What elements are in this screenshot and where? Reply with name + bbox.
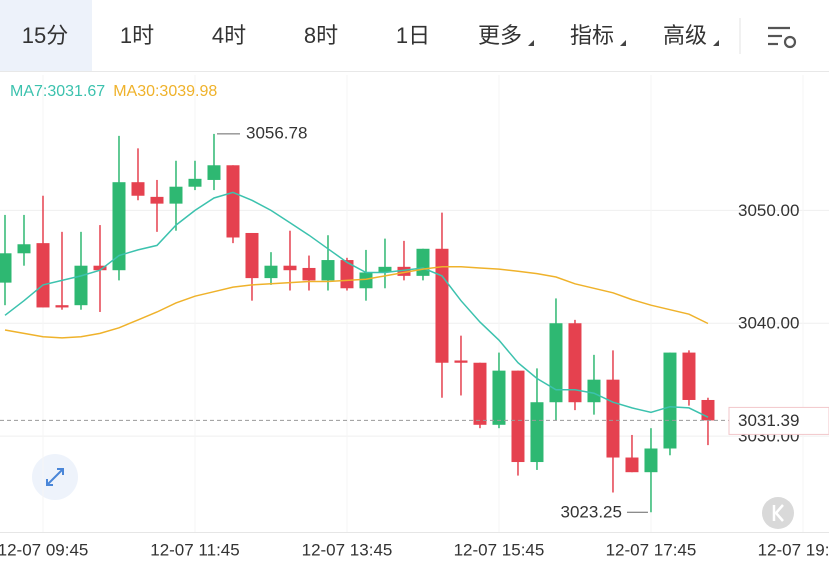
tab[interactable]: 更多 <box>478 23 522 48</box>
legend-entry: MA30:3039.98 <box>113 83 217 100</box>
candle-body <box>530 402 544 463</box>
candle-body <box>511 370 525 463</box>
y-tick-label: 3050.00 <box>738 201 799 220</box>
expand-icon <box>46 468 64 486</box>
selected-tab-bg <box>0 0 92 71</box>
candle-body <box>0 253 12 283</box>
tab[interactable]: 8时 <box>304 23 338 48</box>
candle-body <box>321 260 335 281</box>
candle-body <box>93 265 107 271</box>
candle-body <box>112 182 126 271</box>
candle-body <box>473 362 487 425</box>
x-tick-label: 12-07 11:45 <box>150 540 239 559</box>
min-label: 3023.25 <box>561 503 622 522</box>
legend-entry: MA7:3031.67 <box>10 83 105 100</box>
tab[interactable]: 4时 <box>212 23 246 48</box>
candle-body <box>55 305 69 308</box>
dropdown-arrow <box>620 40 626 46</box>
candle-body <box>397 266 411 276</box>
candle-body <box>682 352 696 400</box>
candle-body <box>625 457 639 473</box>
x-tick-label: 12-07 09:45 <box>0 540 88 559</box>
ma-line <box>4 266 709 339</box>
x-tick-label: 12-07 19:45 <box>758 540 829 559</box>
candle-body <box>454 360 468 363</box>
price-tag <box>728 406 829 435</box>
settings-icon[interactable] <box>768 26 797 49</box>
y-tick-label: 3040.00 <box>738 314 799 333</box>
candle-body <box>587 379 601 403</box>
candle-body <box>644 448 658 473</box>
candle-body <box>226 165 240 238</box>
candle-body <box>606 379 620 458</box>
candle-body <box>416 248 430 276</box>
tab[interactable]: 指标 <box>570 23 614 48</box>
candle-body <box>568 323 582 403</box>
candle-body <box>188 178 202 187</box>
candle-body <box>17 244 31 254</box>
x-tick-label: 12-07 17:45 <box>606 540 697 559</box>
candle-body <box>302 267 316 281</box>
reset-icon <box>772 504 784 522</box>
reset-button[interactable] <box>762 497 794 529</box>
candle-body <box>359 272 373 289</box>
candle-body <box>36 243 50 308</box>
dropdown-arrow <box>713 40 719 46</box>
x-tick-label: 12-07 15:45 <box>454 540 545 559</box>
candle-body <box>492 370 506 425</box>
dropdown-arrow <box>528 40 534 46</box>
candle-body <box>378 266 392 273</box>
candle-body <box>549 323 563 403</box>
candle-body <box>169 186 183 204</box>
candle-body <box>435 248 449 363</box>
candle-body <box>74 265 88 306</box>
x-tick-label: 12-07 13:45 <box>302 540 393 559</box>
max-label: 3056.78 <box>246 123 307 142</box>
price-tag-label: 3031.39 <box>738 411 799 430</box>
candle-body <box>207 165 221 180</box>
candle-body <box>283 265 297 271</box>
candle-body <box>245 232 259 279</box>
ma-line <box>4 191 709 418</box>
tab[interactable]: 高级 <box>663 23 707 48</box>
candle-body <box>701 399 715 421</box>
candle-body <box>663 352 677 449</box>
tab[interactable]: 1日 <box>396 23 430 48</box>
tab[interactable]: 1时 <box>120 23 154 48</box>
candle-body <box>264 265 278 279</box>
candle-body <box>150 196 164 204</box>
tab[interactable]: 15分 <box>22 23 68 48</box>
candle-body <box>131 182 145 196</box>
